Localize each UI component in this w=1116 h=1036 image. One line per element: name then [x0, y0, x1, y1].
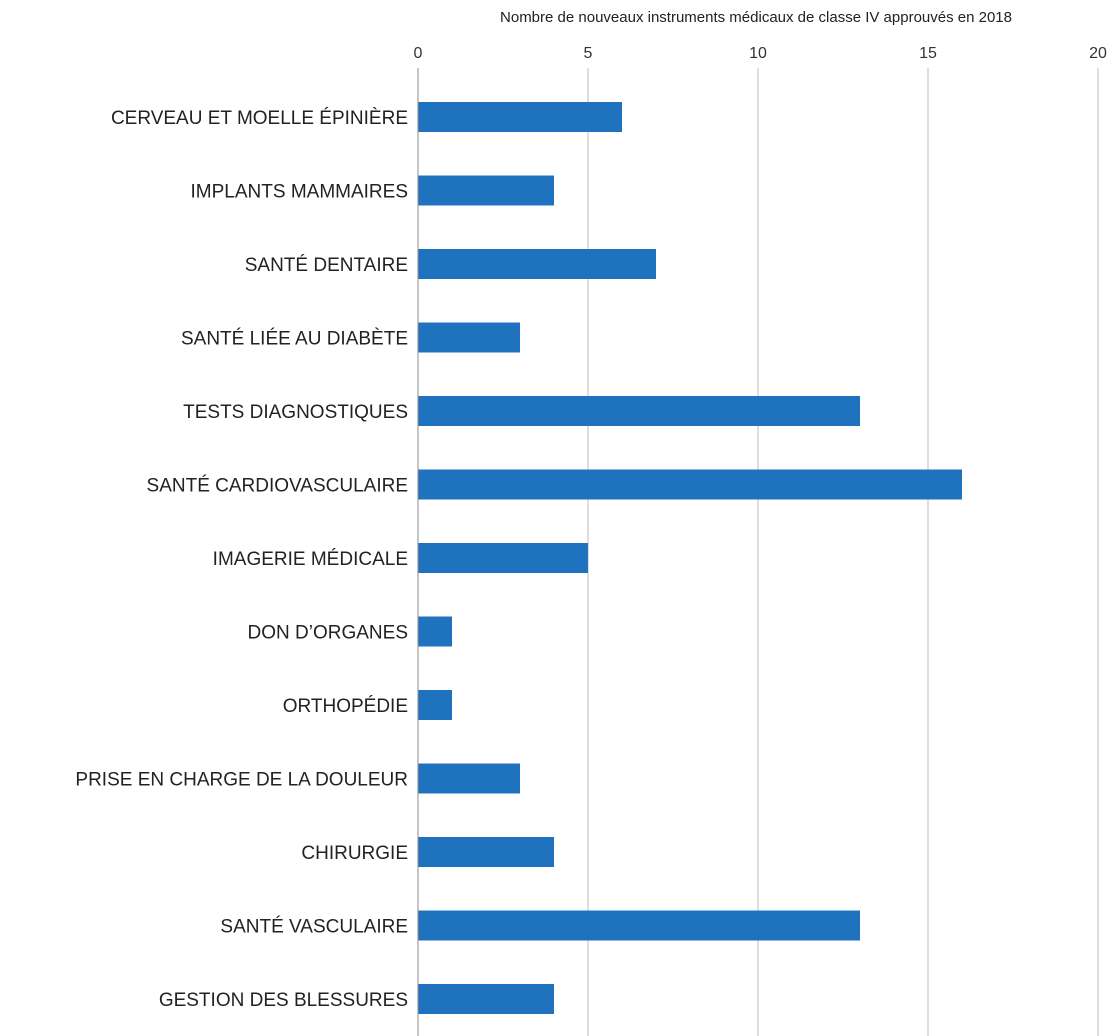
bar — [418, 322, 520, 353]
x-tick-label: 15 — [919, 45, 937, 62]
bar — [418, 763, 520, 794]
category-label: IMPLANTS MAMMAIRES — [191, 182, 408, 203]
category-label: PRISE EN CHARGE DE LA DOULEUR — [75, 770, 408, 791]
x-tick-label: 5 — [584, 45, 593, 62]
x-tick-label: 10 — [749, 45, 767, 62]
category-labels: CERVEAU ET MOELLE ÉPINIÈRE IMPLANTS MAMMA… — [75, 108, 408, 1011]
bar — [418, 249, 656, 279]
bar — [418, 616, 452, 647]
category-label: CHIRURGIE — [301, 843, 408, 864]
x-tick-label: 0 — [414, 45, 423, 62]
bar — [418, 543, 588, 573]
category-label: DON D’ORGANES — [248, 623, 408, 644]
x-tick-label: 20 — [1089, 45, 1107, 62]
category-label: GESTION DES BLESSURES — [159, 990, 408, 1011]
category-label: SANTÉ LIÉE AU DIABÈTE — [181, 329, 408, 350]
category-label: SANTÉ CARDIOVASCULAIRE — [147, 476, 408, 497]
category-label: CERVEAU ET MOELLE ÉPINIÈRE — [111, 108, 408, 129]
bar — [418, 690, 452, 720]
bar — [418, 102, 622, 132]
x-tick-labels: 0 5 10 15 20 — [414, 45, 1107, 62]
category-label: IMAGERIE MÉDICALE — [213, 549, 408, 570]
category-label: ORTHOPÉDIE — [283, 696, 408, 717]
category-label: SANTÉ DENTAIRE — [245, 255, 408, 276]
category-label: SANTÉ VASCULAIRE — [220, 917, 408, 938]
bar — [418, 837, 554, 867]
bar — [418, 984, 554, 1014]
bar — [418, 396, 860, 426]
bar — [418, 469, 962, 500]
x-axis-title: Nombre de nouveaux instruments médicaux … — [500, 9, 1012, 26]
bar — [418, 175, 554, 206]
category-label: TESTS DIAGNOSTIQUES — [183, 402, 408, 423]
bar — [418, 910, 860, 941]
bars — [418, 102, 962, 1014]
